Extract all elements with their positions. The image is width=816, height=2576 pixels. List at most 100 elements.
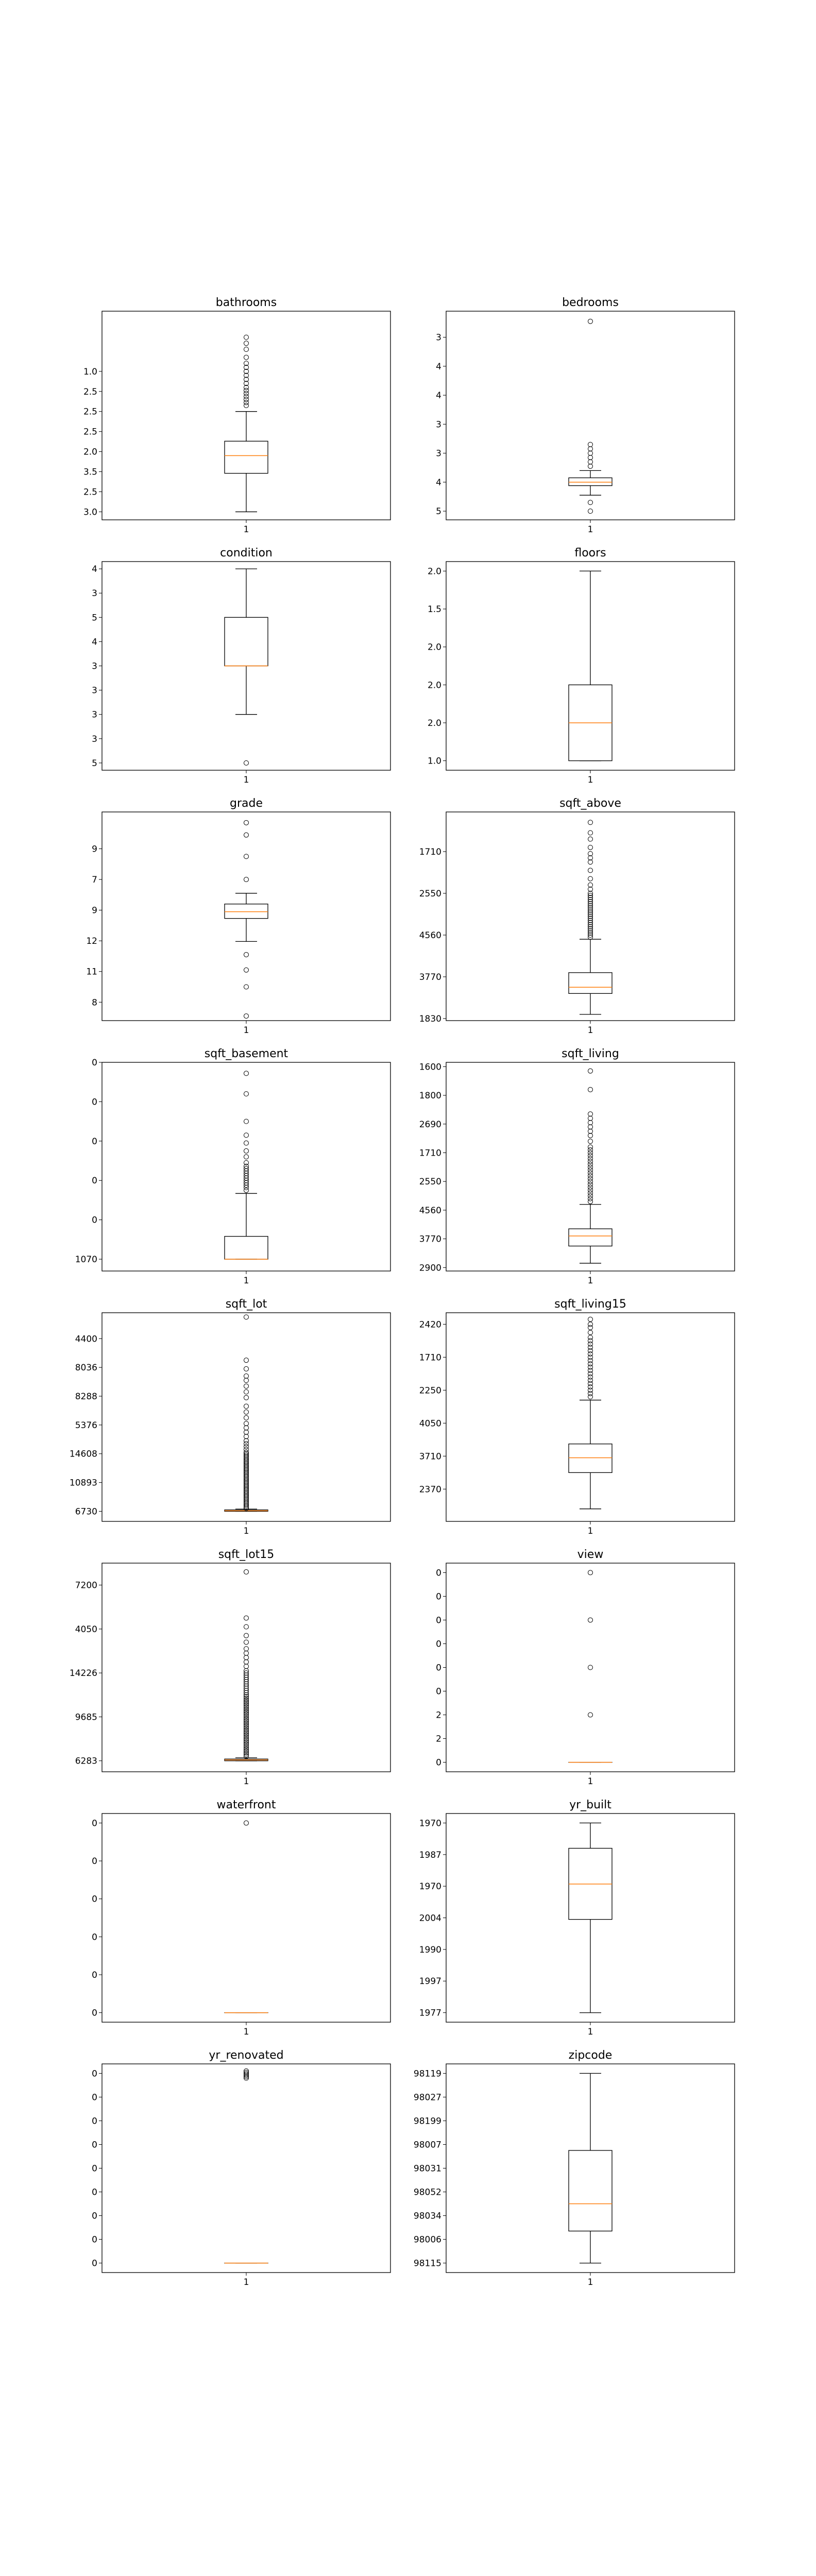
outlier-point: [588, 905, 593, 911]
outlier-point: [588, 459, 593, 465]
outlier-point: [244, 832, 249, 838]
plot-frame: [446, 2063, 735, 2273]
chart-title: sqft_above: [559, 797, 621, 810]
outlier-point: [588, 1087, 593, 1092]
outlier-point: [244, 1465, 249, 1471]
iqr-box: [568, 477, 613, 486]
outlier-point: [244, 1724, 249, 1730]
plot-frame: [101, 561, 391, 771]
y-tick-label: 8: [92, 997, 97, 1008]
y-tick-label: 98199: [414, 2116, 441, 2126]
outlier-point: [588, 446, 593, 452]
outlier-point: [588, 1345, 593, 1350]
outlier-point: [588, 899, 593, 905]
y-tick-label: 1970: [419, 1882, 441, 1892]
y-tick-label: 3: [92, 662, 97, 672]
outlier-point: [244, 1463, 249, 1468]
outlier-point: [588, 836, 593, 842]
outlier-point: [244, 1725, 249, 1731]
outlier-point: [244, 1493, 249, 1498]
y-tick-label: 8288: [75, 1392, 97, 1402]
outlier-point: [244, 1449, 249, 1455]
outlier-point: [244, 1720, 249, 1726]
outlier-point: [244, 820, 249, 825]
outlier-point: [588, 1120, 593, 1125]
outlier-point: [244, 394, 249, 399]
y-tick-label: 4050: [419, 1418, 441, 1429]
y-tick-label: 9685: [75, 1712, 97, 1722]
outlier-point: [588, 442, 593, 447]
x-tick-label: 1: [244, 1276, 249, 1286]
outlier-point: [244, 1140, 249, 1146]
y-tick-label: 1.0: [428, 756, 441, 767]
chart-title: bathrooms: [216, 296, 277, 309]
outlier-point: [588, 928, 593, 934]
outlier-point: [588, 1139, 593, 1144]
boxplot-panel-bathrooms: bathrooms 3.0 2.5 3.5 2.0 2.5 2.5 2.5 1.0 1: [83, 296, 391, 535]
outlier-point: [244, 1480, 249, 1485]
outlier-point: [588, 1159, 593, 1164]
y-tick-label: 1970: [419, 1818, 441, 1828]
outlier-point: [244, 1118, 249, 1124]
outlier-point: [244, 1505, 249, 1511]
outlier-point: [244, 1496, 249, 1501]
outlier-point: [244, 1464, 249, 1469]
y-tick-label: 98119: [414, 2069, 441, 2079]
outlier-point: [588, 1381, 593, 1386]
outlier-point: [244, 1461, 249, 1467]
outlier-point: [244, 1715, 249, 1721]
boxplot-panel-bedrooms: bedrooms 5 4 3 3 4 4 3 1: [436, 296, 735, 535]
outlier-point: [588, 1321, 593, 1327]
outlier-point: [588, 930, 593, 936]
outlier-point: [588, 1387, 593, 1393]
outlier-point: [244, 2068, 249, 2074]
x-tick-label: 1: [244, 1776, 249, 1787]
outlier-point: [588, 1384, 593, 1389]
outlier-point: [244, 1754, 249, 1759]
outlier-point: [244, 1452, 249, 1458]
outlier-point: [244, 1163, 249, 1169]
outlier-point: [244, 1624, 249, 1630]
outlier-point: [244, 1454, 249, 1460]
outlier-point: [244, 1395, 249, 1400]
outlier-point: [244, 1474, 249, 1480]
chart-title: grade: [230, 797, 263, 810]
outlier-point: [588, 882, 593, 888]
y-tick-label: 0: [92, 2211, 97, 2222]
chart-title: sqft_basement: [205, 1047, 288, 1060]
outlier-point: [244, 346, 249, 352]
outlier-point: [244, 1500, 249, 1505]
outlier-point: [588, 1179, 593, 1184]
outlier-point: [244, 1494, 249, 1500]
outlier-point: [244, 1429, 249, 1435]
outlier-point: [588, 1167, 593, 1173]
iqr-box: [568, 1228, 613, 1247]
outlier-point: [244, 1698, 249, 1703]
y-tick-label: 2900: [419, 1263, 441, 1273]
y-tick-label: 0: [92, 1137, 97, 1147]
outlier-point: [244, 1498, 249, 1504]
y-tick-label: 0: [92, 1176, 97, 1186]
outlier-point: [588, 1184, 593, 1190]
boxplot-panel-yr_built: yr_built 1977 1997 1990 2004 1970 1987 1970 1: [419, 1799, 735, 2037]
y-tick-label: 11: [86, 967, 97, 977]
outlier-point: [244, 400, 249, 405]
outlier-point: [244, 1696, 249, 1701]
y-tick-label: 98007: [414, 2140, 441, 2150]
outlier-point: [588, 1330, 593, 1335]
y-tick-label: 0: [92, 1856, 97, 1867]
outlier-point: [244, 372, 249, 378]
outlier-point: [244, 1160, 249, 1165]
outlier-point: [588, 500, 593, 505]
outlier-point: [588, 1170, 593, 1176]
outlier-point: [244, 1646, 249, 1652]
y-tick-label: 1800: [419, 1091, 441, 1101]
outlier-point: [244, 2071, 249, 2077]
outlier-point: [244, 1713, 249, 1719]
plot-frame: [446, 1312, 735, 1522]
outlier-point: [244, 1488, 249, 1494]
outlier-point: [588, 1176, 593, 1181]
boxplot-panel-condition: condition 5 3 3 3 3 4 5 3 4 1: [92, 547, 391, 785]
outlier-point: [244, 1458, 249, 1464]
outlier-point: [588, 1193, 593, 1199]
